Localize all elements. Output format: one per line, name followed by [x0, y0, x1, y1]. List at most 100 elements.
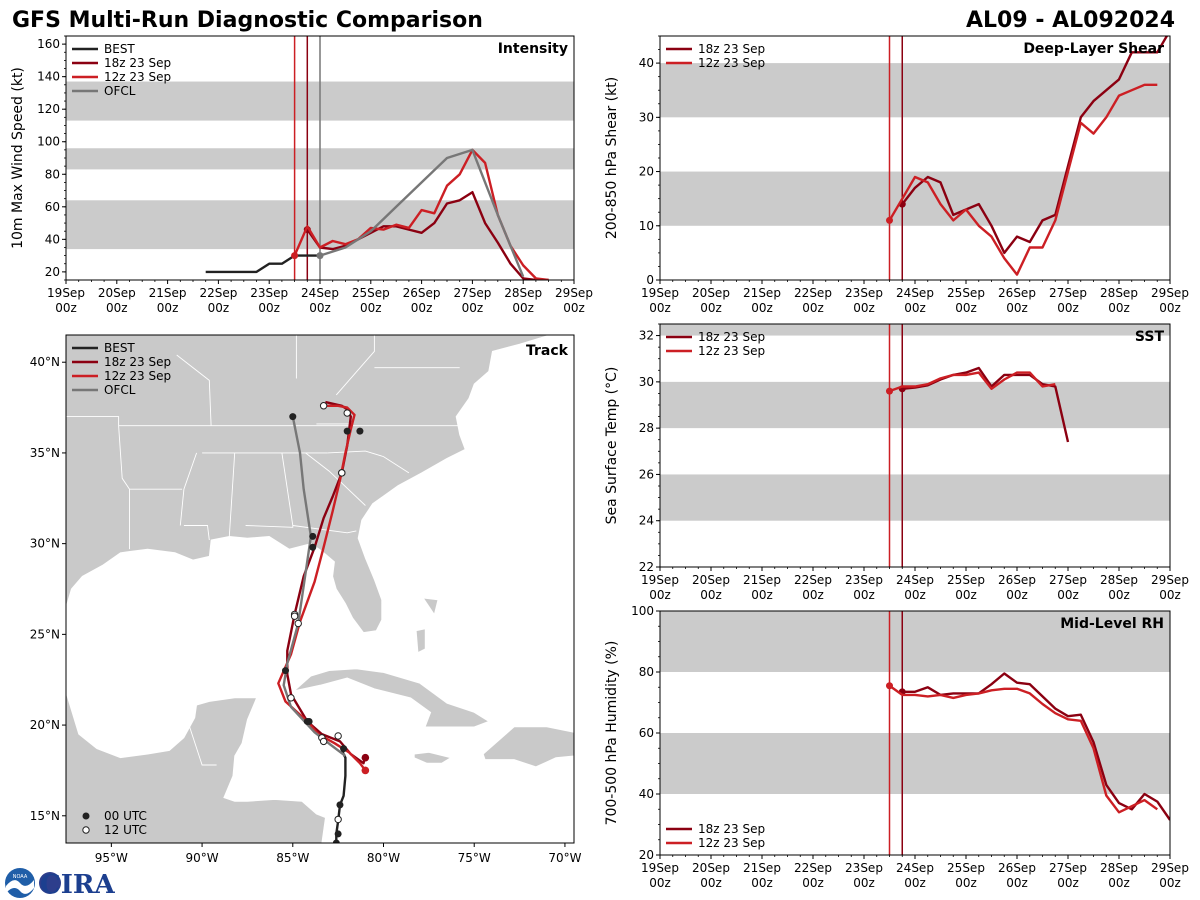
x-tick-label-day: 21Sep: [743, 861, 781, 875]
x-tick-label-hour: 00z: [700, 876, 722, 890]
land-north-america: [66, 335, 574, 633]
x-tick-label-day: 26Sep: [998, 573, 1036, 587]
y-tick-label: 60: [639, 726, 654, 740]
legend-marker-00utc: [82, 812, 90, 820]
land-central-america: [66, 692, 326, 843]
state-border: [183, 525, 210, 541]
y-tick-label: 120: [37, 102, 60, 116]
lat-tick-label: 25°N: [30, 627, 60, 641]
legend-label-run18z: 18z 23 Sep: [698, 822, 765, 836]
lat-tick-label: 40°N: [30, 355, 60, 369]
lon-tick-label: 70°W: [548, 851, 581, 865]
y-axis-label: Sea Surface Temp (°C): [604, 367, 620, 525]
lon-tick-label: 80°W: [367, 851, 400, 865]
x-tick-label-day: 28Sep: [1100, 286, 1138, 300]
x-tick-label-hour: 00z: [1159, 588, 1181, 602]
x-tick-label-day: 29Sep: [555, 286, 593, 300]
x-tick-label-hour: 00z: [751, 876, 773, 890]
track-point-12utc-ofcl: [334, 732, 342, 740]
legend-label-run18z: 18z 23 Sep: [698, 42, 765, 56]
x-tick-label-hour: 00z: [106, 301, 128, 315]
lat-tick-label: 35°N: [30, 446, 60, 460]
x-tick-label-hour: 00z: [1057, 876, 1079, 890]
y-tick-label: 28: [639, 421, 654, 435]
sst-panel: 22242628303219Sep00z20Sep00z21Sep00z22Se…: [604, 323, 1189, 602]
state-border: [170, 670, 217, 766]
x-tick-label-day: 23Sep: [250, 286, 288, 300]
y-tick-label: 60: [45, 200, 60, 214]
x-tick-label-hour: 00z: [563, 301, 585, 315]
x-tick-label-hour: 00z: [700, 301, 722, 315]
legend-label-ofcl: OFCL: [104, 84, 136, 98]
land-cuba: [293, 668, 490, 728]
legend-label-run12z: 12z 23 Sep: [104, 369, 171, 383]
x-tick-label-hour: 00z: [904, 588, 926, 602]
x-tick-label-hour: 00z: [853, 876, 875, 890]
y-tick-label: 100: [37, 135, 60, 149]
series-start-marker-run12z: [291, 252, 299, 260]
series-start-marker-run12z: [886, 216, 893, 224]
legend-label-12utc: 12 UTC: [104, 823, 147, 837]
shaded-band: [660, 381, 1170, 429]
lat-tick-label: 20°N: [30, 718, 60, 732]
noaa-logo-text: NOAA: [13, 874, 28, 880]
series-line-run12z: [888, 83, 1158, 276]
x-tick-label-hour: 00z: [904, 301, 926, 315]
state-border: [228, 452, 236, 537]
y-tick-label: 140: [37, 70, 60, 84]
x-tick-label-day: 25Sep: [947, 573, 985, 587]
plot-area: [660, 324, 1170, 567]
x-tick-label-hour: 00z: [411, 301, 433, 315]
state-border: [292, 525, 357, 534]
legend-label-run18z: 18z 23 Sep: [104, 56, 171, 70]
track-point-12utc-ofcl: [294, 619, 302, 628]
panel-title: Deep-Layer Shear: [1023, 41, 1164, 57]
series-line-run18z: [901, 36, 1169, 255]
track-point-00utc-ofcl: [309, 532, 317, 540]
y-tick-label: 160: [37, 37, 60, 51]
x-tick-label-day: 27Sep: [453, 286, 491, 300]
legend-label-best: BEST: [104, 42, 135, 56]
y-tick-label: 40: [45, 232, 60, 246]
state-border: [305, 452, 366, 506]
x-tick-label-hour: 00z: [462, 301, 484, 315]
x-tick-label-hour: 00z: [1108, 588, 1130, 602]
legend-label-00utc: 00 UTC: [104, 809, 147, 823]
legend-label-run18z: 18z 23 Sep: [104, 355, 171, 369]
x-tick-label-hour: 00z: [1006, 588, 1028, 602]
rh-panel: 2040608010019Sep00z20Sep00z21Sep00z22Sep…: [604, 604, 1189, 890]
x-tick-label-day: 26Sep: [998, 861, 1036, 875]
track-point-12utc-run12z: [338, 469, 346, 477]
x-tick-label-hour: 00z: [649, 588, 671, 602]
x-tick-label-day: 19Sep: [641, 286, 679, 300]
y-axis-label: 10m Max Wind Speed (kt): [10, 67, 26, 249]
x-tick-label-day: 24Sep: [896, 861, 934, 875]
x-tick-label-day: 27Sep: [1049, 286, 1087, 300]
x-tick-label-day: 23Sep: [845, 861, 883, 875]
shaded-band: [660, 611, 1170, 672]
series-start-marker-ofcl: [316, 252, 324, 260]
x-tick-label-day: 28Sep: [1100, 573, 1138, 587]
x-tick-label-day: 29Sep: [1151, 861, 1189, 875]
x-tick-label-day: 22Sep: [794, 573, 832, 587]
x-tick-label-hour: 00z: [802, 301, 824, 315]
series-start-marker-run12z: [886, 682, 893, 690]
lat-tick-label: 15°N: [30, 809, 60, 823]
x-tick-label-hour: 00z: [1057, 588, 1079, 602]
track-point-00utc-best: [332, 839, 340, 843]
shaded-band: [660, 474, 1170, 521]
map-frame: [65, 334, 575, 844]
y-tick-label: 20: [45, 265, 60, 279]
land-hispaniola: [482, 726, 574, 768]
x-tick-label-hour: 00z: [309, 301, 331, 315]
legend-label-ofcl: OFCL: [104, 383, 136, 397]
plot-area: [660, 36, 1170, 280]
track-point-00utc-run12z: [356, 427, 364, 435]
x-tick-label-hour: 00z: [1108, 876, 1130, 890]
y-tick-label: 32: [639, 329, 654, 343]
track-point-12utc-best: [334, 815, 342, 824]
noaa-logo-wave: [6, 880, 34, 894]
state-border: [179, 452, 198, 526]
x-tick-label-hour: 00z: [751, 301, 773, 315]
x-tick-label-day: 19Sep: [641, 861, 679, 875]
